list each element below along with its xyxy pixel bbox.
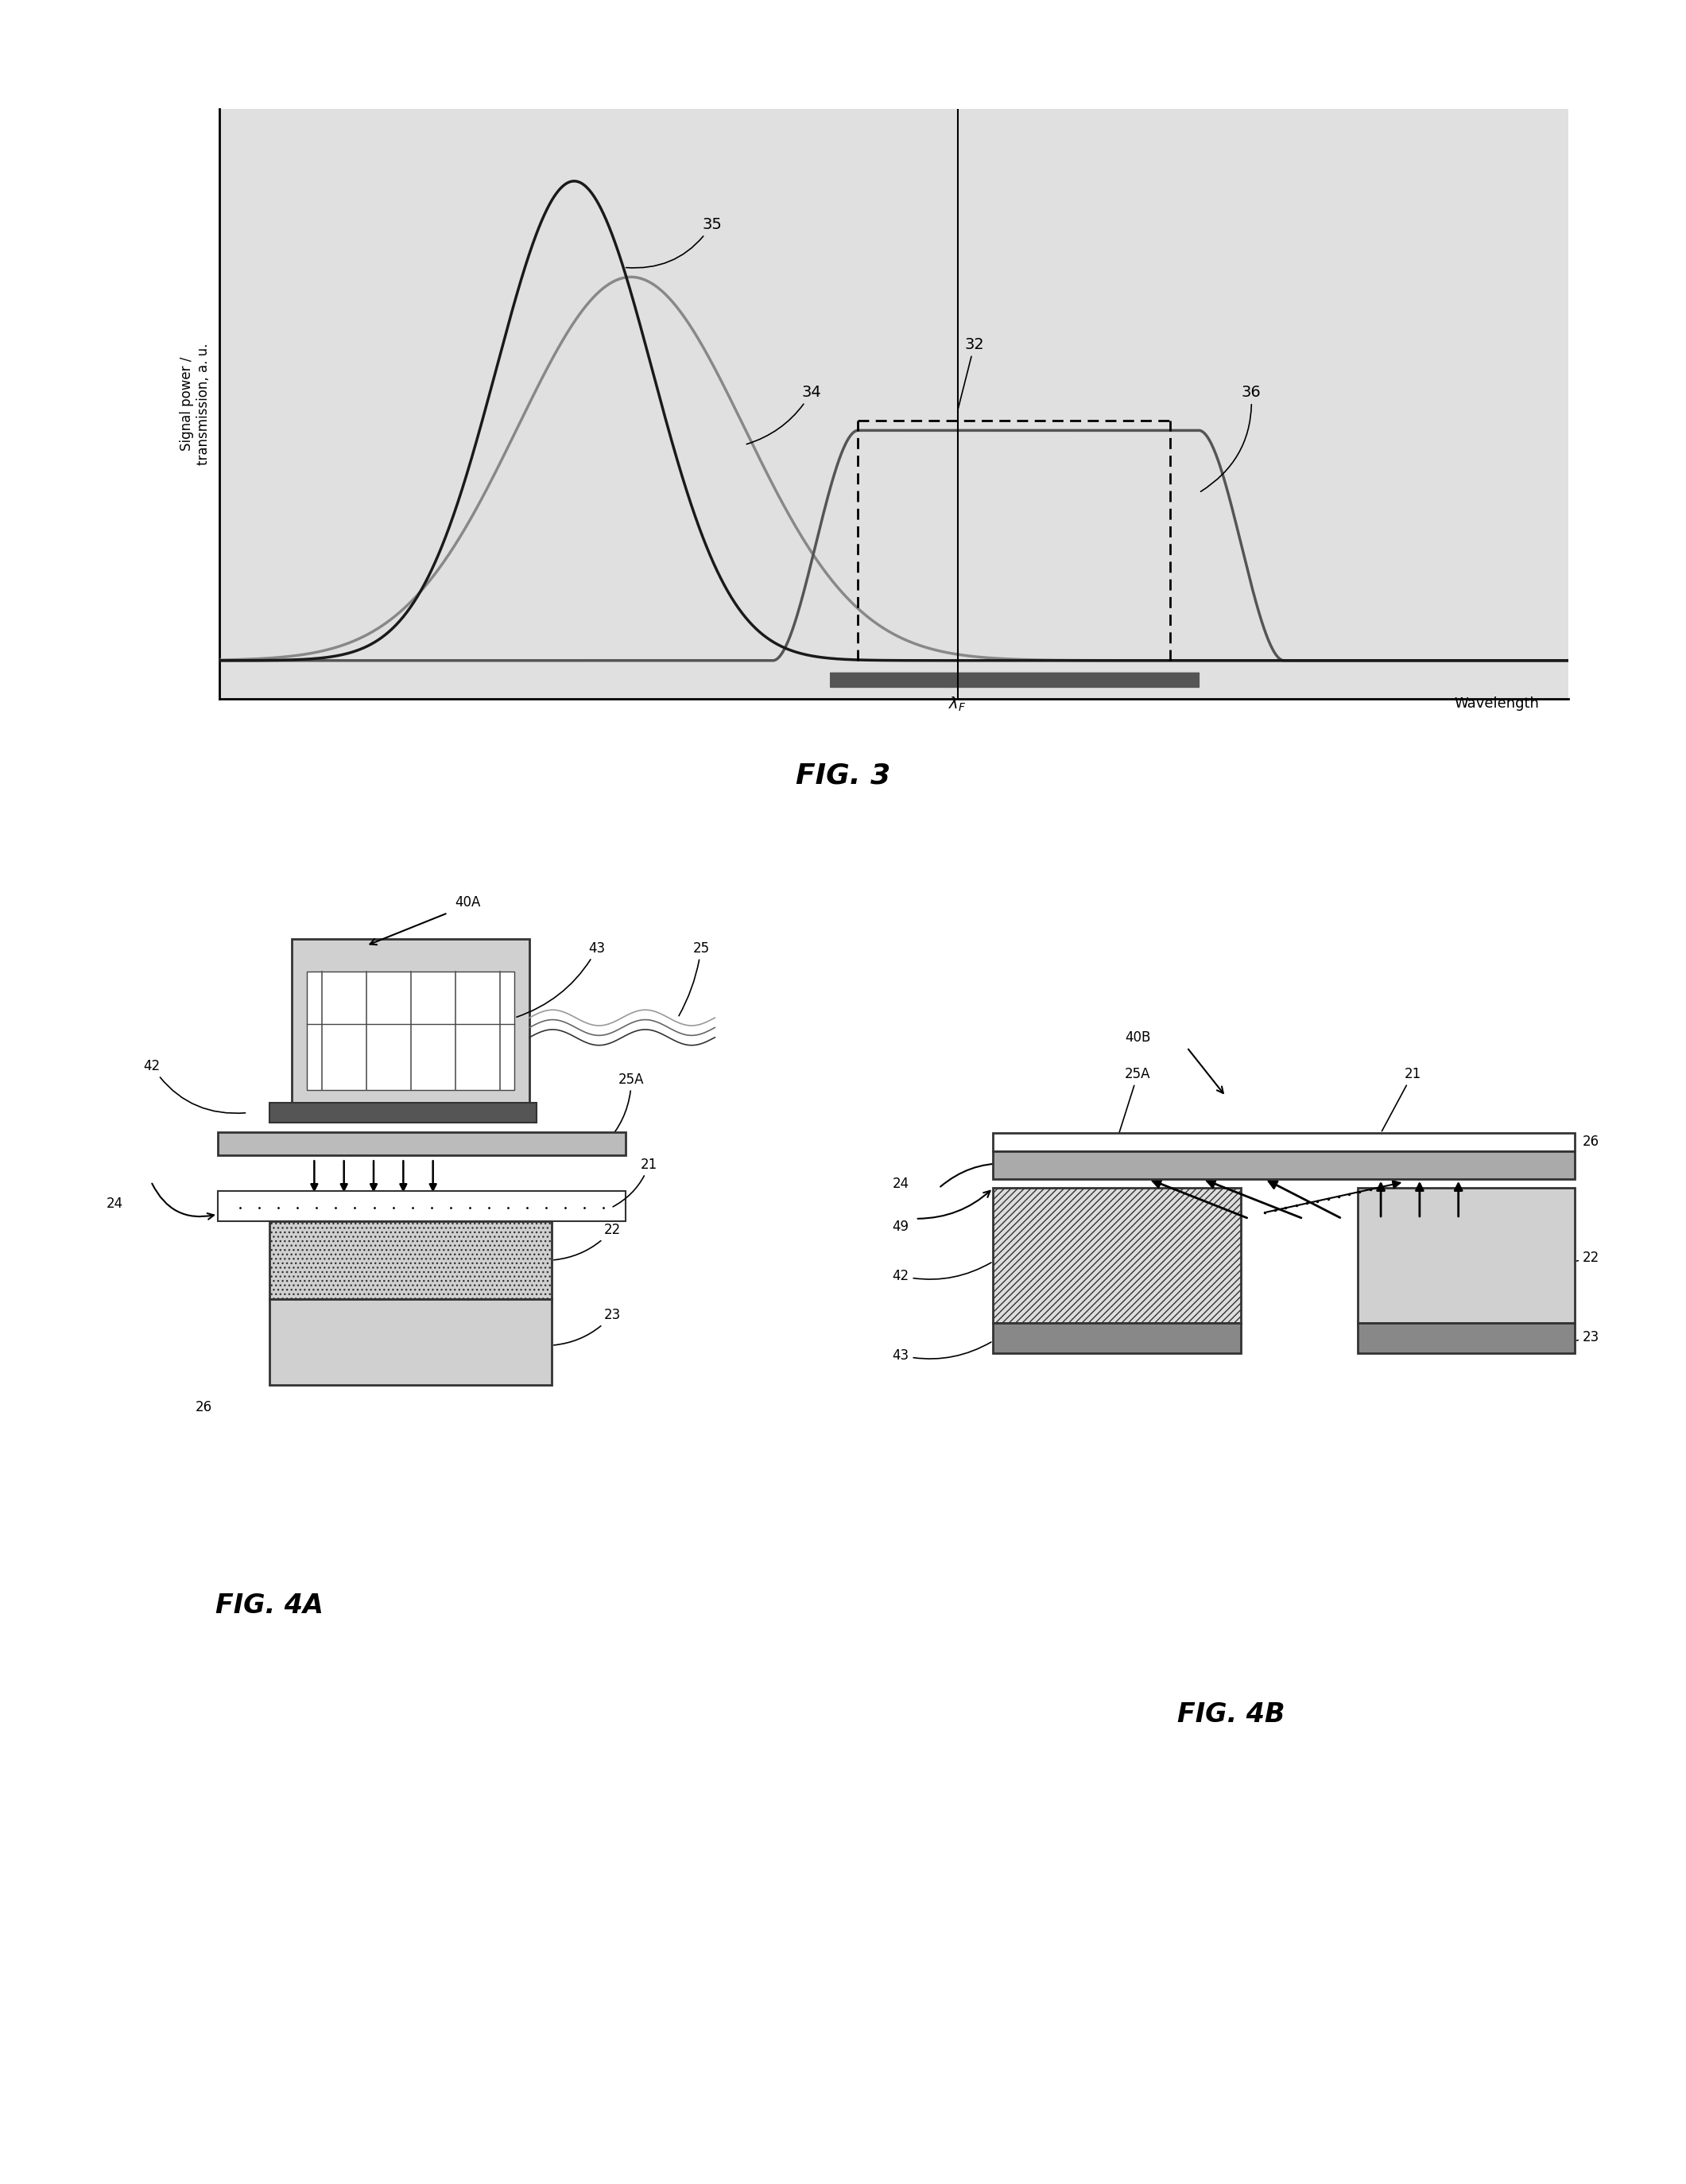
Text: FIG. 4A: FIG. 4A — [216, 1592, 324, 1618]
Text: 25: 25 — [679, 941, 710, 1016]
Bar — [270, 1103, 536, 1123]
Bar — [993, 1151, 1575, 1179]
Bar — [270, 1299, 551, 1385]
Text: 32: 32 — [958, 336, 985, 408]
Text: Wavelength: Wavelength — [1455, 697, 1539, 710]
Bar — [217, 1131, 626, 1155]
Bar — [1357, 1188, 1575, 1324]
Text: 21: 21 — [1383, 1068, 1421, 1131]
Text: 42: 42 — [143, 1059, 244, 1114]
Text: 26: 26 — [196, 1400, 212, 1413]
Text: 25A: 25A — [1109, 1068, 1152, 1162]
Bar — [307, 972, 514, 1090]
Text: FIG. 4B: FIG. 4B — [1177, 1701, 1285, 1728]
Text: 34: 34 — [747, 384, 821, 443]
Text: 22: 22 — [555, 1223, 620, 1260]
Text: 40A: 40A — [455, 895, 481, 909]
Text: 25A: 25A — [605, 1072, 644, 1144]
Text: 35: 35 — [626, 216, 722, 269]
Text: 22: 22 — [1576, 1251, 1600, 1265]
Bar — [270, 1221, 551, 1299]
Text: 42: 42 — [892, 1262, 991, 1282]
Text: 24: 24 — [106, 1197, 123, 1210]
Text: FIG. 3: FIG. 3 — [796, 762, 890, 788]
Text: 26: 26 — [1583, 1133, 1600, 1149]
Text: 24: 24 — [892, 1177, 909, 1190]
Text: 40B: 40B — [1125, 1031, 1150, 1044]
Bar — [993, 1324, 1241, 1354]
Text: 23: 23 — [1576, 1330, 1600, 1343]
Text: 23: 23 — [555, 1308, 620, 1345]
Text: 43: 43 — [516, 941, 605, 1018]
Y-axis label: Signal power /
transmission, a. u.: Signal power / transmission, a. u. — [179, 343, 211, 465]
Bar — [292, 939, 529, 1103]
Bar — [217, 1192, 626, 1221]
Bar — [993, 1188, 1241, 1324]
Bar — [1357, 1324, 1575, 1354]
Bar — [993, 1133, 1575, 1151]
Text: 49: 49 — [892, 1221, 909, 1234]
Text: 43: 43 — [892, 1343, 991, 1363]
Text: 36: 36 — [1200, 384, 1261, 491]
Text: $\lambda_F$: $\lambda_F$ — [949, 695, 966, 712]
Text: 21: 21 — [614, 1158, 658, 1208]
